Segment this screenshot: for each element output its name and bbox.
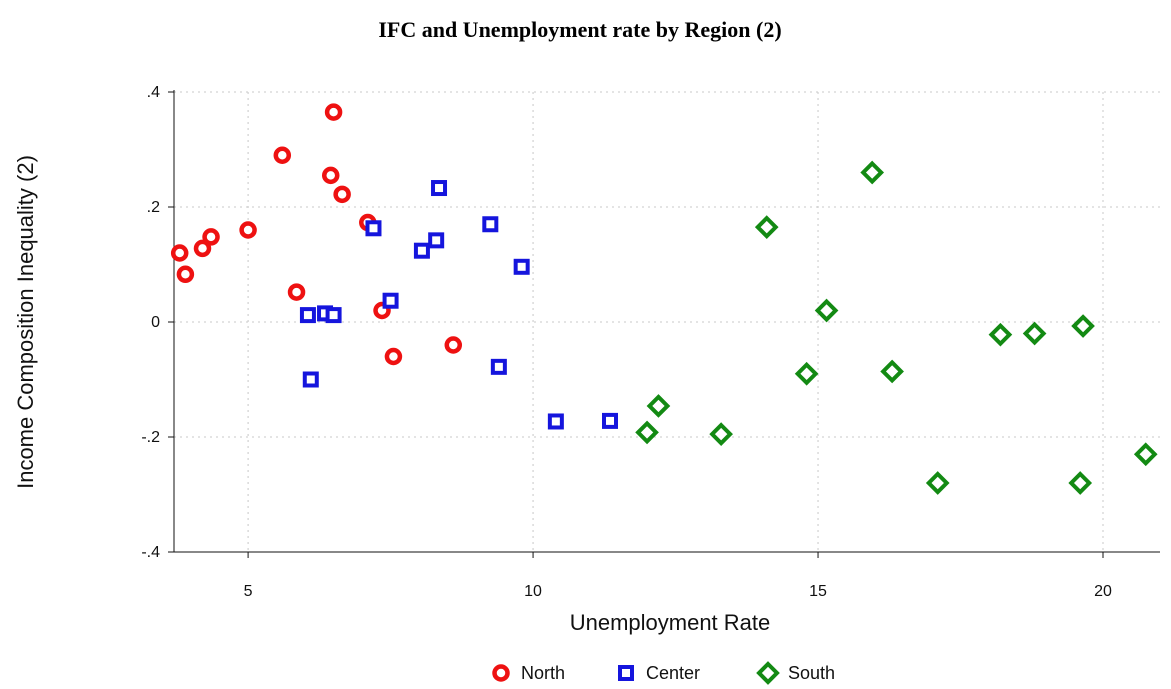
south-point [814,298,839,323]
y-tick-label: .4 [147,84,160,101]
center-point [413,242,430,259]
south-point [1022,321,1047,346]
center-point [547,413,564,430]
north-point [176,265,195,284]
south-point [925,471,950,495]
north-point [193,239,212,258]
x-tick-label: 20 [1094,583,1112,600]
south-point [1133,442,1158,467]
north-point [321,166,340,185]
legend-north-label: North [521,663,565,683]
north-point [273,146,292,164]
x-tick-label: 10 [524,583,542,600]
grid-lines [174,91,1160,553]
south-point [860,160,885,185]
center-point [602,412,619,429]
south-point [709,422,733,446]
x-tick-label: 15 [809,583,827,600]
north-point [324,103,343,121]
y-axis-label: Income Composition Inequality (2) [13,155,38,489]
y-tick-label: .2 [147,199,160,216]
north-point [239,221,257,239]
south-point [988,322,1013,347]
y-tick-label: 0 [151,314,160,331]
center-point [490,358,507,375]
legend-center-label: Center [646,663,700,683]
south-point [1071,314,1095,338]
data-points [170,103,1158,495]
north-point [202,228,220,246]
south-point [880,359,904,384]
center-point [299,307,316,324]
center-point [513,258,530,275]
center-point [365,220,382,237]
north-point [333,185,351,204]
legend-center-marker [618,665,634,681]
north-point [170,244,189,262]
tick-labels: -.4 -.2 0 .2 .4 5 10 15 20 [141,84,1112,600]
y-tick-label: -.4 [141,544,160,561]
south-point [754,215,779,239]
x-tick-label: 5 [244,583,253,600]
center-point [382,292,399,309]
legend-south-label: South [788,663,835,683]
north-point [287,283,306,301]
south-point [1068,471,1093,495]
center-point [431,180,448,197]
south-point [794,361,819,386]
center-point [302,371,319,388]
legend-south-marker [756,661,780,685]
center-point [325,307,342,324]
chart-title: IFC and Unemployment rate by Region (2) [378,17,781,42]
north-point [444,336,463,354]
center-point [482,216,499,233]
axes [168,90,1160,558]
legend: North Center South [492,661,835,685]
south-point [646,394,671,418]
center-point [428,232,445,249]
y-tick-label: -.2 [141,429,160,446]
north-point [384,347,403,366]
legend-north-marker [492,664,510,682]
south-point [635,420,659,445]
x-axis-label: Unemployment Rate [570,610,771,635]
